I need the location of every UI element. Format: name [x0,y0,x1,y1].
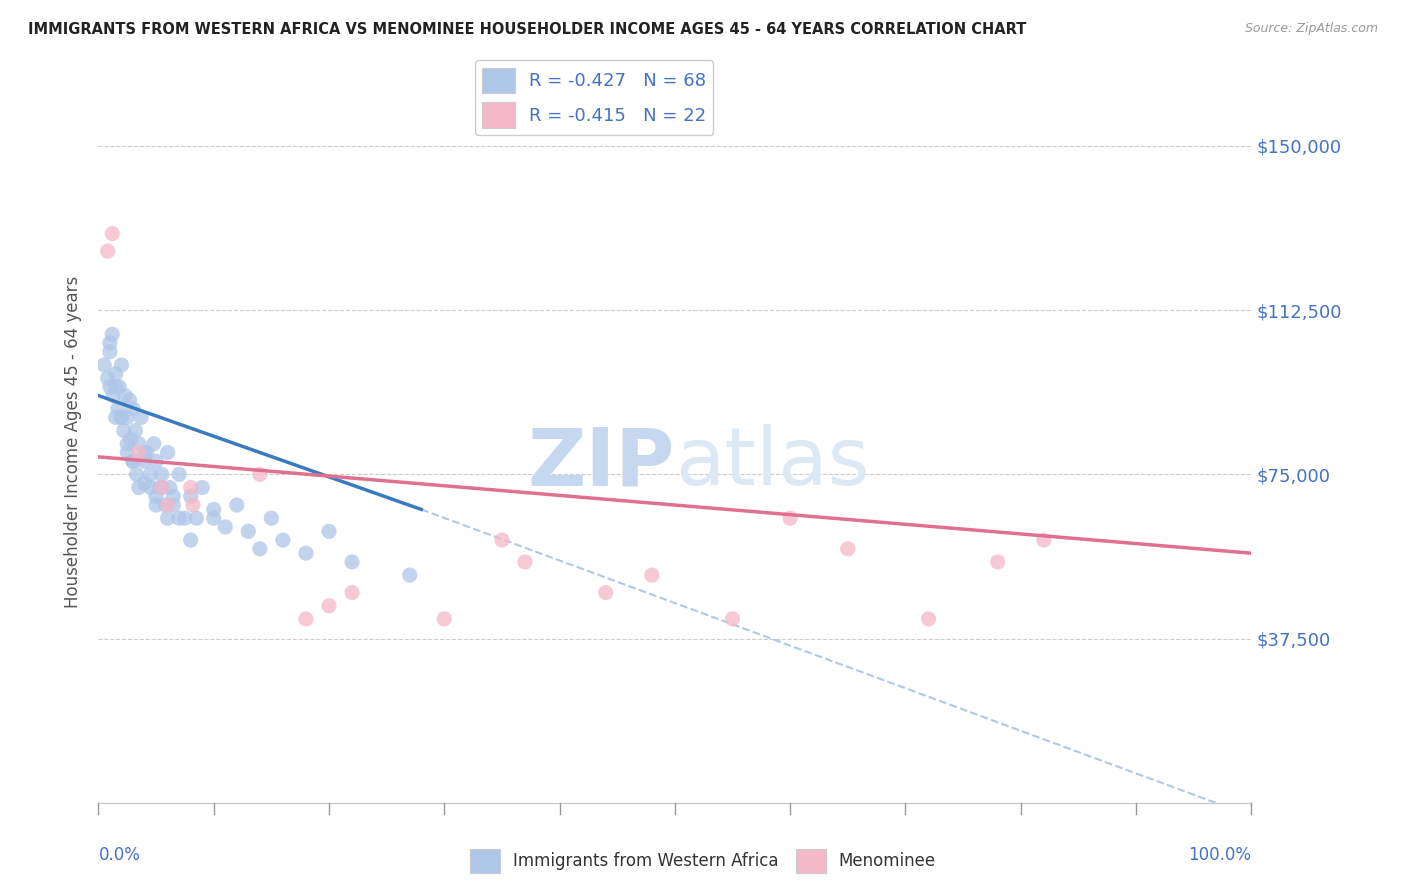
Point [318,599,340,613]
Point [120,433,142,447]
Point [340,585,363,599]
Y-axis label: Householder Income Ages 45 - 64 years: Householder Income Ages 45 - 64 years [65,276,83,607]
Point [145,489,167,503]
Point [107,401,129,416]
Point [491,533,513,547]
Point [987,555,1010,569]
Point [191,481,214,495]
Point [122,454,145,468]
Point [139,467,162,482]
Point [156,445,179,459]
Point [93,358,115,372]
Point [110,358,132,372]
Point [340,555,363,569]
Point [156,498,179,512]
Point [104,380,127,394]
Point [150,467,173,482]
Text: 0.0%: 0.0% [98,847,141,864]
Point [122,454,145,468]
Point [225,498,247,512]
Point [595,585,617,599]
Point [156,511,179,525]
Point [159,481,181,495]
Point [97,371,120,385]
Point [117,436,139,450]
Text: 100.0%: 100.0% [1188,847,1251,864]
Point [433,612,456,626]
Point [513,555,536,569]
Legend: Immigrants from Western Africa, Menominee: Immigrants from Western Africa, Menomine… [464,842,942,880]
Point [125,467,148,482]
Point [238,524,260,539]
Point [260,511,283,525]
Point [128,436,150,450]
Point [155,498,177,512]
Point [249,541,271,556]
Point [122,401,145,416]
Point [167,467,190,482]
Point [98,380,121,394]
Point [202,502,225,516]
Point [135,445,157,459]
Point [112,424,135,438]
Point [142,436,165,450]
Point [837,541,859,556]
Point [181,498,204,512]
Point [129,410,152,425]
Point [124,424,146,438]
Point [128,481,150,495]
Point [101,227,124,241]
Point [1032,533,1054,547]
Point [145,498,167,512]
Point [98,344,121,359]
Point [249,467,271,482]
Point [180,481,202,495]
Point [128,445,150,459]
Point [167,511,190,525]
Point [148,481,170,495]
Point [134,445,156,459]
Point [162,489,184,503]
Point [104,367,127,381]
Point [398,568,420,582]
Point [145,454,167,468]
Point [150,481,173,495]
Point [97,244,120,258]
Legend: R = -0.427   N = 68, R = -0.415   N = 22: R = -0.427 N = 68, R = -0.415 N = 22 [475,61,713,135]
Point [150,481,173,495]
Text: ZIP: ZIP [527,425,675,502]
Point [134,476,156,491]
Point [202,511,225,525]
Text: IMMIGRANTS FROM WESTERN AFRICA VS MENOMINEE HOUSEHOLDER INCOME AGES 45 - 64 YEAR: IMMIGRANTS FROM WESTERN AFRICA VS MENOMI… [28,22,1026,37]
Point [117,410,139,425]
Point [295,612,318,626]
Point [117,445,139,459]
Point [641,568,664,582]
Point [103,388,125,402]
Point [162,498,184,512]
Point [118,392,141,407]
Point [779,511,801,525]
Point [108,380,131,394]
Text: Source: ZipAtlas.com: Source: ZipAtlas.com [1244,22,1378,36]
Point [139,481,162,495]
Point [180,533,202,547]
Point [721,612,744,626]
Point [114,388,136,402]
Point [174,511,197,525]
Point [101,327,124,342]
Point [180,489,202,503]
Point [110,410,132,425]
Point [214,520,236,534]
Text: atlas: atlas [675,425,869,502]
Point [104,410,127,425]
Point [98,336,121,351]
Point [134,454,156,468]
Point [271,533,294,547]
Point [318,524,340,539]
Point [110,410,132,425]
Point [917,612,939,626]
Point [295,546,318,560]
Point [186,511,208,525]
